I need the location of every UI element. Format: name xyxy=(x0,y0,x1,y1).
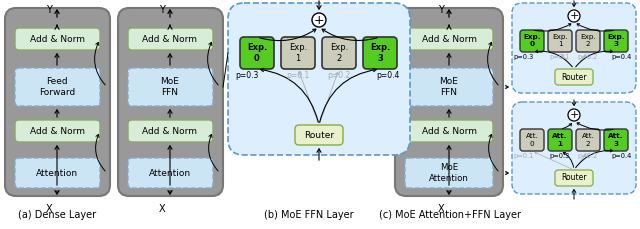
Text: Att.
0: Att. 0 xyxy=(525,134,538,147)
FancyBboxPatch shape xyxy=(128,120,213,142)
Text: Add & Norm: Add & Norm xyxy=(422,35,477,44)
Text: Y: Y xyxy=(438,5,444,15)
Text: Attention: Attention xyxy=(36,169,78,177)
Text: p=0.3: p=0.3 xyxy=(236,71,259,79)
FancyBboxPatch shape xyxy=(118,8,223,196)
Text: p=0.1: p=0.1 xyxy=(550,54,570,60)
Text: Exp.
0: Exp. 0 xyxy=(524,35,541,47)
Text: Exp.
3: Exp. 3 xyxy=(607,35,625,47)
Text: X: X xyxy=(45,204,52,214)
Text: Add & Norm: Add & Norm xyxy=(29,126,84,136)
Text: MoE
FFN: MoE FFN xyxy=(161,77,179,97)
FancyBboxPatch shape xyxy=(295,125,343,145)
Text: Add & Norm: Add & Norm xyxy=(143,35,198,44)
Text: Att.
2: Att. 2 xyxy=(582,134,595,147)
Text: (a) Dense Layer: (a) Dense Layer xyxy=(18,210,96,220)
Text: Y: Y xyxy=(159,5,165,15)
FancyBboxPatch shape xyxy=(520,30,544,52)
Text: Add & Norm: Add & Norm xyxy=(29,35,84,44)
Text: Exp.
0: Exp. 0 xyxy=(247,43,267,63)
Text: p=0.4: p=0.4 xyxy=(612,153,632,159)
FancyBboxPatch shape xyxy=(15,120,100,142)
FancyBboxPatch shape xyxy=(5,8,110,196)
Text: p=0.3: p=0.3 xyxy=(514,54,534,60)
FancyBboxPatch shape xyxy=(548,30,572,52)
Text: Att.
1: Att. 1 xyxy=(552,134,568,147)
FancyBboxPatch shape xyxy=(240,37,274,69)
FancyBboxPatch shape xyxy=(15,28,100,50)
Text: p=0.1: p=0.1 xyxy=(286,71,310,79)
FancyBboxPatch shape xyxy=(128,28,213,50)
Text: Exp.
2: Exp. 2 xyxy=(330,43,348,63)
Text: p=0.3: p=0.3 xyxy=(550,153,570,159)
Text: +: + xyxy=(570,11,579,21)
Text: Add & Norm: Add & Norm xyxy=(422,126,477,136)
Text: Exp.
2: Exp. 2 xyxy=(580,35,596,47)
Text: +: + xyxy=(570,110,579,120)
FancyBboxPatch shape xyxy=(512,102,636,194)
Text: Attention: Attention xyxy=(149,169,191,177)
Circle shape xyxy=(568,109,580,121)
Text: Router: Router xyxy=(561,73,587,82)
Text: X: X xyxy=(159,204,165,214)
Text: Y: Y xyxy=(46,5,52,15)
FancyBboxPatch shape xyxy=(576,30,600,52)
FancyBboxPatch shape xyxy=(15,158,100,188)
FancyBboxPatch shape xyxy=(128,68,213,106)
Text: Feed
Forward: Feed Forward xyxy=(39,77,75,97)
Text: Exp.
1: Exp. 1 xyxy=(289,43,307,63)
FancyBboxPatch shape xyxy=(604,129,628,151)
FancyBboxPatch shape xyxy=(555,170,593,186)
Text: p=0.4: p=0.4 xyxy=(612,54,632,60)
FancyBboxPatch shape xyxy=(555,69,593,85)
Circle shape xyxy=(312,13,326,27)
Text: Att.
3: Att. 3 xyxy=(608,134,624,147)
Text: Exp.
3: Exp. 3 xyxy=(370,43,390,63)
Text: Router: Router xyxy=(304,131,334,139)
Text: Exp.
1: Exp. 1 xyxy=(552,35,568,47)
FancyBboxPatch shape xyxy=(520,129,544,151)
FancyBboxPatch shape xyxy=(281,37,315,69)
FancyBboxPatch shape xyxy=(15,68,100,106)
FancyBboxPatch shape xyxy=(405,158,493,188)
FancyBboxPatch shape xyxy=(228,3,410,155)
FancyBboxPatch shape xyxy=(405,68,493,106)
FancyBboxPatch shape xyxy=(604,30,628,52)
Text: MoE
Attention: MoE Attention xyxy=(429,163,469,183)
FancyBboxPatch shape xyxy=(322,37,356,69)
Text: +: + xyxy=(314,14,324,27)
Text: (c) MoE Attention+FFN Layer: (c) MoE Attention+FFN Layer xyxy=(379,210,521,220)
FancyBboxPatch shape xyxy=(405,120,493,142)
Text: p=0.2: p=0.2 xyxy=(328,71,351,79)
FancyBboxPatch shape xyxy=(395,8,503,196)
FancyBboxPatch shape xyxy=(405,28,493,50)
Text: p=0.1: p=0.1 xyxy=(514,153,534,159)
Text: (b) MoE FFN Layer: (b) MoE FFN Layer xyxy=(264,210,354,220)
FancyBboxPatch shape xyxy=(363,37,397,69)
FancyBboxPatch shape xyxy=(128,158,213,188)
FancyBboxPatch shape xyxy=(548,129,572,151)
Text: Router: Router xyxy=(561,174,587,183)
Text: Add & Norm: Add & Norm xyxy=(143,126,198,136)
FancyBboxPatch shape xyxy=(512,3,636,93)
Text: X: X xyxy=(438,204,444,214)
FancyBboxPatch shape xyxy=(576,129,600,151)
Text: p=0.2: p=0.2 xyxy=(578,153,598,159)
Text: p=0.2: p=0.2 xyxy=(578,54,598,60)
Text: p=0.4: p=0.4 xyxy=(376,71,400,79)
Text: MoE
FFN: MoE FFN xyxy=(440,77,458,97)
Circle shape xyxy=(568,10,580,22)
